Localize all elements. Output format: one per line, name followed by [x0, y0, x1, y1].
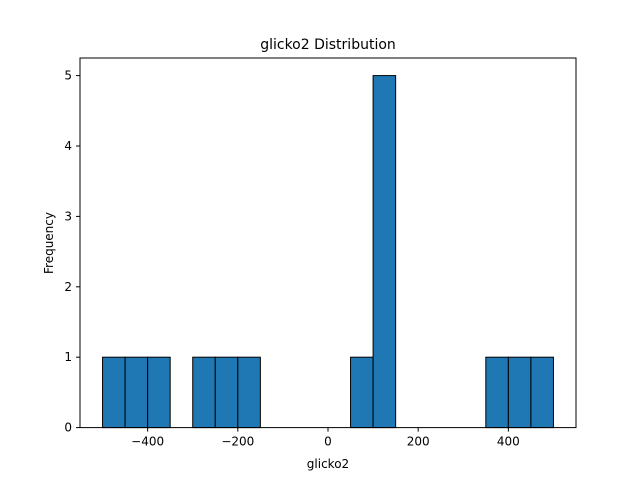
histogram-bar-3: [192, 356, 216, 429]
histogram-bar-6: [350, 356, 374, 429]
bars-group: [102, 75, 554, 429]
x-axis-ticks: −400 −200 0 200 400: [131, 427, 520, 449]
histogram-bar-7: [372, 75, 397, 429]
x-axis-label: glicko2: [307, 457, 349, 471]
histogram-bar-10: [530, 356, 554, 429]
histogram-bar-9: [507, 356, 532, 429]
y-tick-label-2: 2: [64, 280, 72, 294]
histogram-bar-4: [214, 356, 239, 429]
histogram-bar-1: [124, 356, 149, 429]
x-tick-label-3: 200: [407, 435, 430, 449]
x-tick-label-1: −200: [221, 435, 254, 449]
histogram-bar-5: [237, 356, 261, 429]
x-tick-label-0: −400: [131, 435, 164, 449]
x-tick-label-4: 400: [497, 435, 520, 449]
y-tick-label-5: 5: [64, 69, 72, 83]
y-axis-ticks: 0 1 2 3 4 5: [64, 69, 80, 435]
y-tick-label-1: 1: [64, 350, 72, 364]
x-tick-label-2: 0: [324, 435, 332, 449]
y-tick-label-0: 0: [64, 421, 72, 435]
histogram-bar-8: [485, 356, 509, 429]
histogram-bar-2: [147, 356, 171, 429]
y-tick-label-4: 4: [64, 139, 72, 153]
y-axis-label: Frequency: [42, 212, 56, 274]
y-tick-label-3: 3: [64, 209, 72, 223]
chart-title: glicko2 Distribution: [260, 37, 396, 53]
histogram-bar-0: [102, 356, 126, 429]
